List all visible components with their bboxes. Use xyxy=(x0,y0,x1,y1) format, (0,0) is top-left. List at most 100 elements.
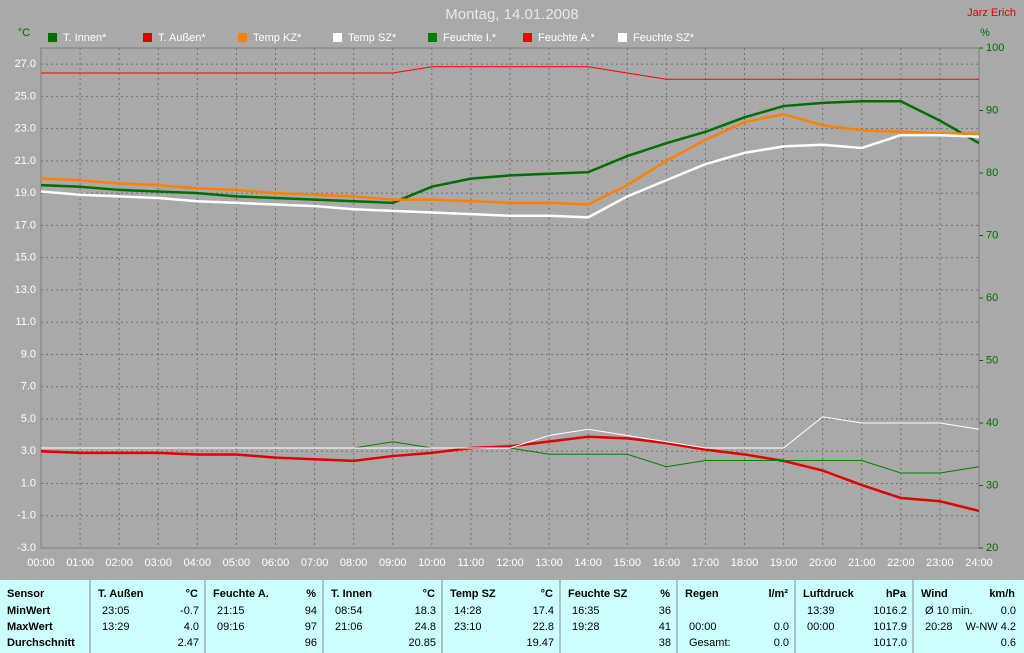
y-tick-label: 7.0 xyxy=(21,381,36,393)
x-tick-label: 08:00 xyxy=(340,557,368,569)
x-tick-label: 09:00 xyxy=(379,557,407,569)
cell-value: 0.6 xyxy=(1001,637,1016,649)
y-axis-label: °C xyxy=(18,27,30,39)
y2-tick-label: 90 xyxy=(986,104,998,116)
cell-label: 08:54 xyxy=(335,605,363,617)
group-unit: l/m² xyxy=(768,588,788,600)
author: Jarz Erich xyxy=(967,7,1016,19)
cell-value: 36 xyxy=(659,605,671,617)
x-tick-label: 00:00 xyxy=(27,557,55,569)
cell-label: 00:00 xyxy=(807,621,835,633)
y-tick-label: 11.0 xyxy=(15,316,36,328)
x-tick-label: 03:00 xyxy=(144,557,172,569)
row-label: Durchschnitt xyxy=(7,637,75,649)
y-tick-label: 15.0 xyxy=(15,252,36,264)
x-tick-label: 12:00 xyxy=(496,557,524,569)
cell-label: 13:29 xyxy=(102,621,130,633)
group-name: Feuchte SZ xyxy=(568,588,628,600)
cell-value: 96 xyxy=(305,637,317,649)
x-tick-label: 21:00 xyxy=(848,557,876,569)
cell-label: Ø 10 min. xyxy=(925,605,973,617)
group-name: T. Innen xyxy=(331,588,372,600)
cell-value: 1017.9 xyxy=(873,621,907,633)
y-tick-label: 1.0 xyxy=(21,477,36,489)
y-tick-label: 3.0 xyxy=(21,445,36,457)
row-label: Sensor xyxy=(7,588,45,600)
legend-label: Feuchte SZ* xyxy=(633,32,695,44)
y-tick-label: 13.0 xyxy=(15,284,36,296)
cell-value: 18.3 xyxy=(415,605,436,617)
group-unit: °C xyxy=(541,588,553,600)
x-tick-label: 18:00 xyxy=(731,557,759,569)
cell-value: W-NW 4.2 xyxy=(965,621,1016,633)
x-tick-label: 20:00 xyxy=(809,557,837,569)
x-tick-label: 16:00 xyxy=(653,557,681,569)
y-tick-label: 5.0 xyxy=(21,413,36,425)
x-tick-label: 14:00 xyxy=(574,557,602,569)
cell-value: 22.8 xyxy=(533,621,554,633)
cell-label: 20:28 xyxy=(925,621,953,633)
cell-label: 23:10 xyxy=(454,621,482,633)
legend-label: Feuchte I.* xyxy=(443,32,497,44)
y-tick-label: 21.0 xyxy=(15,155,36,167)
row-label: MinWert xyxy=(7,605,51,617)
y-tick-label: 17.0 xyxy=(15,219,36,231)
cell-value: -0.7 xyxy=(180,605,199,617)
chart: Montag, 14.01.2008 Jarz Erich °C % 00:00… xyxy=(15,6,1016,569)
legend-label: Feuchte A.* xyxy=(538,32,596,44)
y-tick-label: -3.0 xyxy=(17,542,36,554)
cell-value: 1017.0 xyxy=(873,637,907,649)
cell-value: 0.0 xyxy=(774,621,789,633)
cell-value: 1016.2 xyxy=(873,605,907,617)
cell-value: 41 xyxy=(659,621,671,633)
legend-label: Temp SZ* xyxy=(348,32,397,44)
x-tick-label: 02:00 xyxy=(105,557,133,569)
cell-label: Gesamt: xyxy=(689,637,731,649)
x-tick-label: 19:00 xyxy=(770,557,798,569)
group-unit: °C xyxy=(423,588,435,600)
legend-swatch xyxy=(428,33,437,42)
legend-swatch xyxy=(143,33,152,42)
cell-value: 2.47 xyxy=(178,637,199,649)
legend-label: T. Innen* xyxy=(63,32,107,44)
cell-value: 20.85 xyxy=(408,637,436,649)
legend-label: Temp KZ* xyxy=(253,32,302,44)
y2-tick-label: 80 xyxy=(986,167,998,179)
cell-label: 13:39 xyxy=(807,605,835,617)
group-name: Regen xyxy=(685,588,719,600)
group-unit: km/h xyxy=(989,588,1015,600)
series-line xyxy=(41,66,979,80)
y2-tick-label: 20 xyxy=(986,542,998,554)
cell-value: 0.0 xyxy=(774,637,789,649)
group-unit: hPa xyxy=(886,588,907,600)
x-tick-label: 06:00 xyxy=(262,557,290,569)
cell-value: 94 xyxy=(305,605,317,617)
x-tick-label: 04:00 xyxy=(184,557,212,569)
x-tick-label: 13:00 xyxy=(535,557,563,569)
cell-value: 19.47 xyxy=(526,637,554,649)
group-unit: °C xyxy=(186,588,198,600)
row-label: MaxWert xyxy=(7,621,53,633)
cell-label: 14:28 xyxy=(454,605,482,617)
cell-value: 0.0 xyxy=(1001,605,1016,617)
plot-frame xyxy=(40,47,980,549)
legend-swatch xyxy=(618,33,627,42)
x-tick-label: 23:00 xyxy=(926,557,954,569)
legend-swatch xyxy=(333,33,342,42)
y-tick-label: 9.0 xyxy=(21,348,36,360)
x-tick-label: 17:00 xyxy=(692,557,720,569)
y-tick-label: 23.0 xyxy=(15,123,36,135)
legend-swatch xyxy=(238,33,247,42)
group-name: Luftdruck xyxy=(803,588,855,600)
cell-label: 00:00 xyxy=(689,621,717,633)
y2-tick-label: 50 xyxy=(986,354,998,366)
cell-label: 09:16 xyxy=(217,621,245,633)
group-name: Wind xyxy=(921,588,948,600)
x-tick-label: 01:00 xyxy=(66,557,94,569)
cell-label: 19:28 xyxy=(572,621,600,633)
y2-tick-label: 40 xyxy=(986,417,998,429)
x-tick-label: 15:00 xyxy=(613,557,641,569)
x-tick-label: 24:00 xyxy=(965,557,993,569)
series-line xyxy=(40,112,979,206)
